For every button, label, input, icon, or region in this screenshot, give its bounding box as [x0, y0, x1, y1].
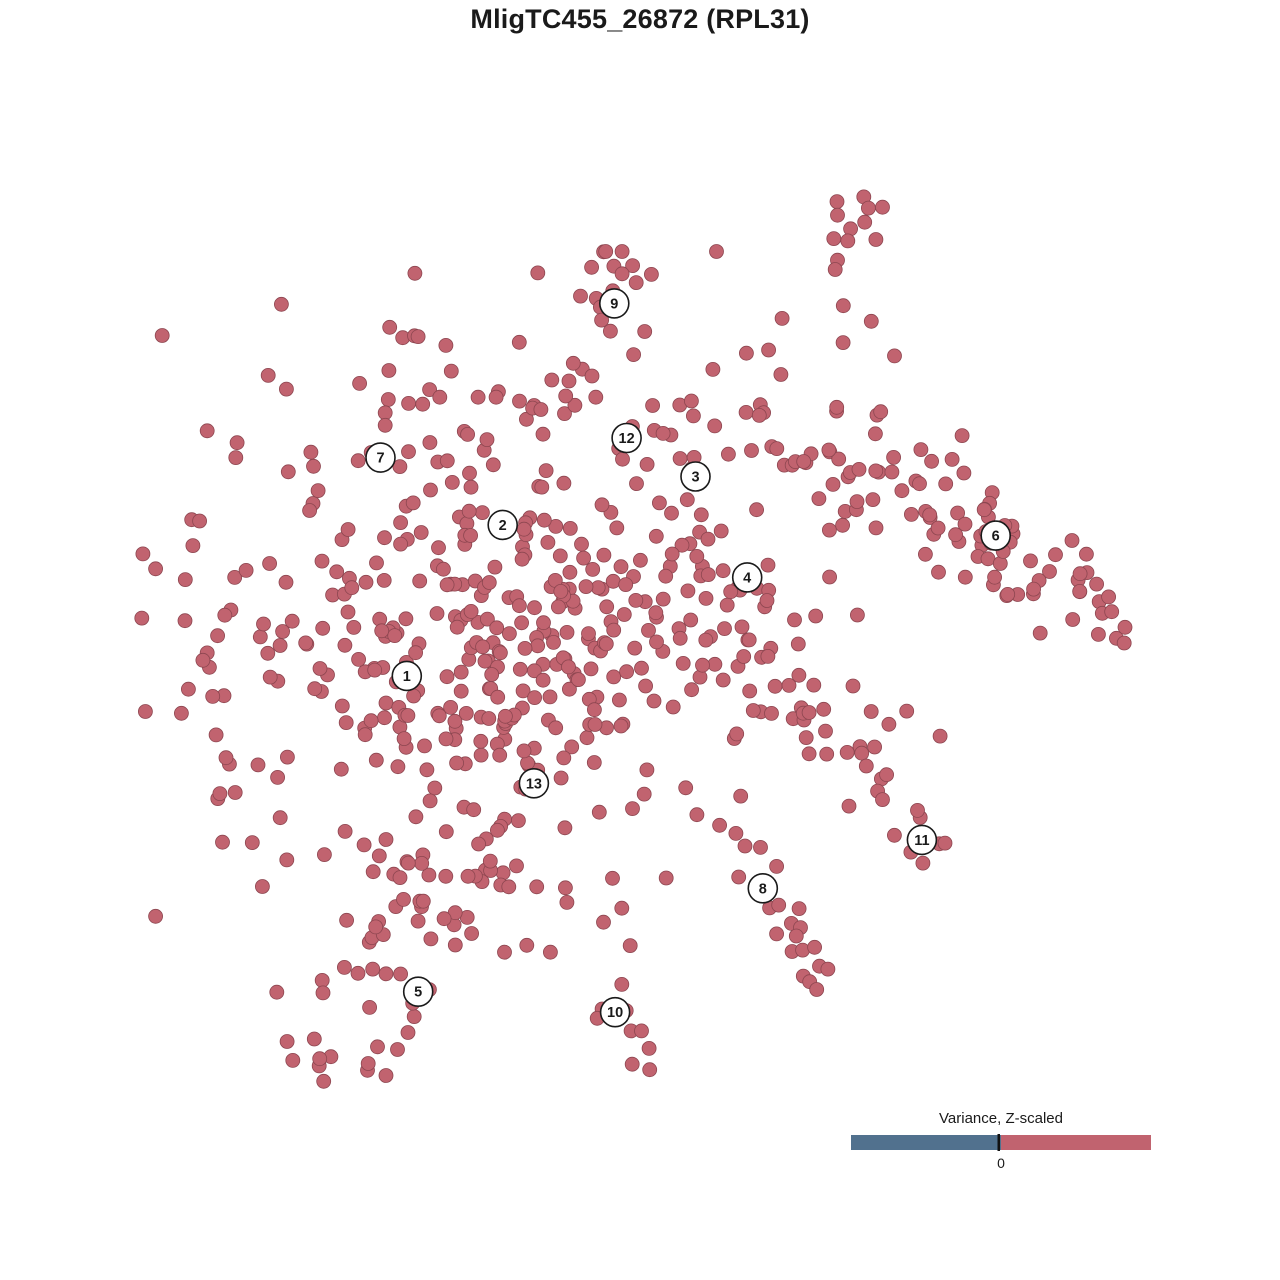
svg-text:11: 11	[914, 833, 929, 849]
svg-text:6: 6	[992, 529, 1000, 545]
svg-text:5: 5	[414, 985, 422, 1001]
svg-text:1: 1	[403, 669, 411, 685]
svg-text:10: 10	[607, 1005, 623, 1021]
svg-text:7: 7	[376, 451, 384, 467]
svg-text:13: 13	[526, 776, 542, 792]
svg-text:8: 8	[759, 881, 767, 897]
svg-text:2: 2	[499, 518, 507, 534]
svg-text:3: 3	[691, 470, 699, 486]
svg-text:9: 9	[610, 296, 618, 312]
svg-text:0: 0	[997, 1155, 1005, 1171]
svg-text:4: 4	[743, 570, 751, 586]
svg-text:12: 12	[619, 431, 635, 447]
svg-text:Variance, Z-scaled: Variance, Z-scaled	[939, 1110, 1063, 1127]
